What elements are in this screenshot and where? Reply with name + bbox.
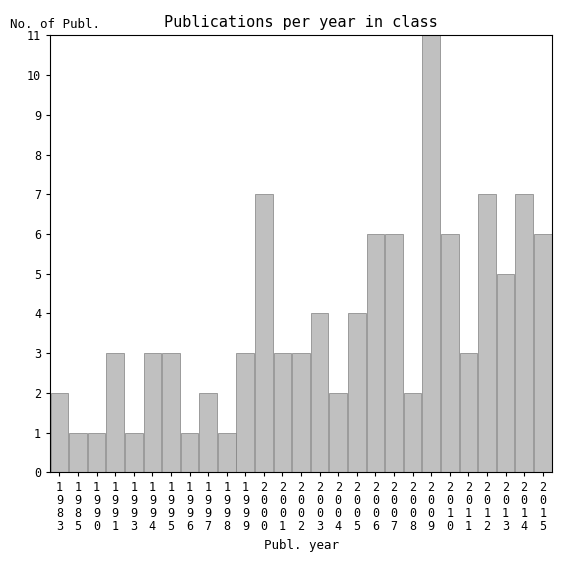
Bar xyxy=(236,353,254,472)
Bar xyxy=(162,353,180,472)
Bar xyxy=(274,353,291,472)
Bar xyxy=(329,393,347,472)
Bar xyxy=(255,194,273,472)
Bar xyxy=(422,35,440,472)
Bar xyxy=(292,353,310,472)
Bar xyxy=(181,433,198,472)
Bar xyxy=(311,314,328,472)
Bar xyxy=(107,353,124,472)
Bar xyxy=(218,433,235,472)
X-axis label: Publ. year: Publ. year xyxy=(264,539,338,552)
Bar xyxy=(200,393,217,472)
Bar xyxy=(441,234,459,472)
Bar xyxy=(404,393,421,472)
Text: No. of Publ.: No. of Publ. xyxy=(10,18,100,31)
Bar xyxy=(88,433,105,472)
Bar xyxy=(385,234,403,472)
Bar xyxy=(459,353,477,472)
Bar xyxy=(125,433,143,472)
Bar xyxy=(69,433,87,472)
Bar xyxy=(143,353,161,472)
Title: Publications per year in class: Publications per year in class xyxy=(164,15,438,30)
Bar xyxy=(367,234,384,472)
Bar xyxy=(534,234,552,472)
Bar xyxy=(348,314,366,472)
Bar xyxy=(50,393,68,472)
Bar xyxy=(515,194,533,472)
Bar xyxy=(478,194,496,472)
Bar xyxy=(497,274,514,472)
